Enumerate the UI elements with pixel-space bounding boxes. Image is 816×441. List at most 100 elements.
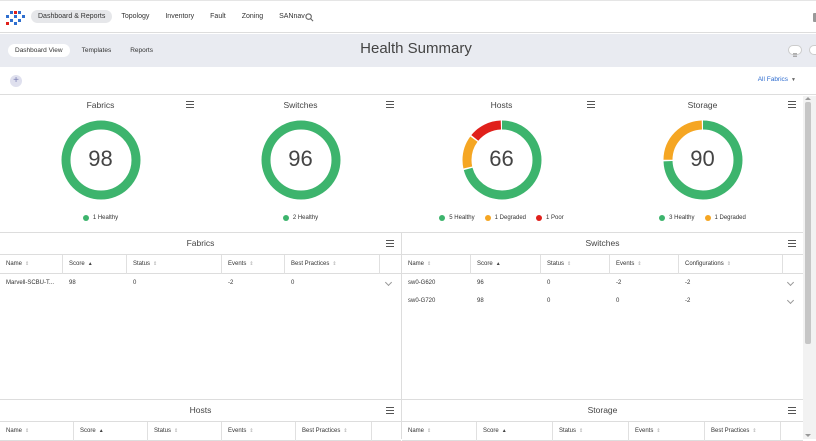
column-header-events[interactable]: Events ⇕	[610, 255, 679, 274]
panel-fabrics: Fabrics Name ⇕ Score ▲ Status ⇕ Events ⇕ Best Pra…	[0, 232, 401, 399]
column-header-best-practices[interactable]: Best Practices ⇕	[705, 422, 781, 441]
sort-icon[interactable]: ⇕	[726, 261, 731, 267]
chevron-down-icon[interactable]	[786, 296, 795, 305]
sort-icon[interactable]: ⇕	[332, 261, 337, 267]
menu-icon[interactable]	[186, 101, 194, 108]
donut-segment-healthy[interactable]	[61, 120, 140, 200]
donut-segment-healthy[interactable]	[261, 120, 340, 200]
column-header-score[interactable]: Score ▲	[471, 255, 541, 274]
sort-ascending-icon[interactable]: ▲	[98, 428, 104, 434]
donut-segment-healthy[interactable]	[663, 120, 742, 200]
legend-label: 1 Degraded	[494, 215, 527, 221]
legend-item-healthy[interactable]: 2 Healthy	[282, 215, 318, 221]
nav-tab-topology[interactable]: Topology	[121, 13, 150, 20]
sort-icon[interactable]: ⇕	[249, 261, 254, 267]
legend-item-degraded[interactable]: 1 Degraded	[484, 215, 527, 221]
nav-tab-dashboard-reports[interactable]: Dashboard & Reports	[31, 10, 113, 23]
table-row[interactable]: Marvell-SCBU-T... 98 0 -2 0	[0, 274, 401, 292]
column-header-name[interactable]: Name ⇕	[0, 422, 74, 441]
legend-item-healthy[interactable]: 1 Healthy	[82, 215, 118, 221]
add-widget-button[interactable]: +	[10, 75, 22, 87]
column-header-best-practices[interactable]: Best Practices ⇕	[296, 422, 372, 441]
column-header-name[interactable]: Name ⇕	[402, 422, 477, 441]
sort-icon[interactable]: ⇕	[25, 428, 30, 434]
menu-icon[interactable]	[587, 101, 595, 108]
scroll-thumb[interactable]	[805, 102, 811, 344]
column-header-status[interactable]: Status ⇕	[148, 422, 222, 441]
subtab-dashboard-view[interactable]: Dashboard View	[8, 44, 70, 57]
sort-icon[interactable]: ⇕	[637, 261, 642, 267]
nav-tab-inventory[interactable]: Inventory	[165, 13, 195, 20]
column-header-status[interactable]: Status ⇕	[127, 255, 222, 274]
logo-icon[interactable]	[6, 10, 26, 26]
column-header-configurations[interactable]: Configurations ⇕	[679, 255, 783, 274]
sort-icon[interactable]: ⇕	[427, 261, 432, 267]
table-cell: sw0-G720	[408, 298, 436, 304]
donut-segment-healthy[interactable]	[462, 120, 541, 200]
nav-tab-fault[interactable]: Fault	[210, 13, 226, 20]
column-header-best-practices[interactable]: Best Practices ⇕	[285, 255, 380, 274]
health-score-value: 66	[489, 146, 514, 171]
sort-icon[interactable]: ⇕	[427, 428, 432, 434]
sort-icon[interactable]: ⇕	[153, 261, 158, 267]
nav-tab-zoning[interactable]: Zoning	[241, 13, 264, 20]
legend-item-healthy[interactable]: 5 Healthy	[439, 215, 475, 221]
menu-icon[interactable]	[788, 240, 796, 247]
column-header-events[interactable]: Events ⇕	[222, 422, 296, 441]
column-header-score[interactable]: Score ▲	[477, 422, 553, 441]
table-cell: -2	[616, 280, 622, 286]
sort-ascending-icon[interactable]: ▲	[495, 261, 501, 267]
health-donut[interactable]: 96	[260, 119, 342, 201]
view-options-button[interactable]	[788, 45, 802, 57]
chevron-down-icon[interactable]	[384, 278, 393, 287]
sort-icon[interactable]: ⇕	[567, 261, 572, 267]
health-donut[interactable]: 98	[60, 119, 142, 201]
menu-icon[interactable]	[386, 101, 394, 108]
column-header-status[interactable]: Status ⇕	[541, 255, 610, 274]
column-header-name[interactable]: Name ⇕	[402, 255, 471, 274]
menu-icon[interactable]	[788, 407, 796, 414]
donut-segment-degraded[interactable]	[462, 120, 541, 200]
legend-label: 3 Healthy	[669, 215, 695, 221]
page-scrollbar[interactable]	[803, 96, 816, 439]
table-row[interactable]: sw0-G620 96 0 -2 -2	[402, 274, 803, 292]
scroll-down-icon[interactable]	[805, 433, 811, 438]
sort-icon[interactable]: ⇕	[249, 428, 254, 434]
sort-icon[interactable]: ⇕	[25, 261, 30, 267]
sort-ascending-icon[interactable]: ▲	[87, 261, 93, 267]
table-row[interactable]: sw0-G720 98 0 0 -2	[402, 292, 803, 310]
column-header-score[interactable]: Score ▲	[74, 422, 148, 441]
legend-item-poor[interactable]: 1 Poor	[536, 215, 564, 221]
column-label: Configurations	[685, 261, 724, 267]
sort-icon[interactable]: ⇕	[752, 428, 757, 434]
column-label: Events	[635, 428, 654, 434]
menu-icon[interactable]	[788, 101, 796, 108]
panel-title: Hosts	[189, 405, 212, 415]
expand-button[interactable]	[809, 45, 816, 55]
legend-item-healthy[interactable]: 3 Healthy	[659, 215, 695, 221]
fabric-filter-dropdown[interactable]: All Fabrics ▼	[758, 76, 796, 83]
sort-ascending-icon[interactable]: ▲	[501, 428, 507, 434]
column-header-score[interactable]: Score ▲	[63, 255, 127, 274]
column-header-events[interactable]: Events ⇕	[629, 422, 705, 441]
nav-tab-sannav[interactable]: SANnav	[279, 13, 305, 20]
menu-icon[interactable]	[386, 407, 394, 414]
column-header-name[interactable]: Name ⇕	[0, 255, 63, 274]
subtab-templates[interactable]: Templates	[81, 47, 112, 54]
health-donut[interactable]: 66	[461, 119, 543, 201]
column-header-status[interactable]: Status ⇕	[553, 422, 629, 441]
sort-icon[interactable]: ⇕	[343, 428, 348, 434]
sort-icon[interactable]: ⇕	[174, 428, 179, 434]
health-donut[interactable]: 90	[662, 119, 744, 201]
side-panel-tab[interactable]	[813, 13, 816, 22]
menu-icon[interactable]	[386, 240, 394, 247]
column-header-events[interactable]: Events ⇕	[222, 255, 285, 274]
search-icon[interactable]	[305, 13, 314, 22]
scroll-up-icon[interactable]	[805, 96, 811, 101]
status-dot-icon	[536, 215, 543, 221]
chevron-down-icon[interactable]	[786, 278, 795, 287]
subtab-reports[interactable]: Reports	[130, 47, 153, 54]
sort-icon[interactable]: ⇕	[656, 428, 661, 434]
legend-item-degraded[interactable]: 1 Degraded	[704, 215, 746, 221]
sort-icon[interactable]: ⇕	[579, 428, 584, 434]
